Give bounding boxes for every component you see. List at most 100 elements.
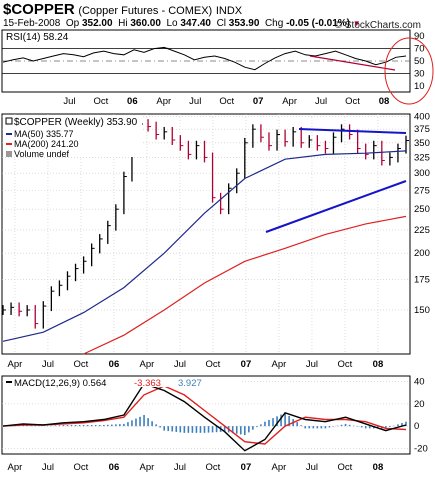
macd-legend-signal: -3.363 xyxy=(134,378,161,389)
quote-row: 15-Feb-2008 Op 352.00 Hi 360.00 Lo 347.4… xyxy=(3,18,433,29)
high-value: 360.00 xyxy=(130,18,161,29)
macd-panel xyxy=(1,375,411,455)
macd-x-tick-label: Apr xyxy=(140,462,155,473)
macd-histogram-bar xyxy=(223,426,226,432)
volume-legend-swatch xyxy=(6,151,12,157)
macd-histogram-bar xyxy=(179,426,182,433)
macd-histogram-bar xyxy=(364,426,367,429)
macd-histogram-bar xyxy=(123,423,125,427)
macd-histogram-bar xyxy=(195,426,198,433)
macd-histogram-bar xyxy=(368,426,371,429)
macd-histogram-bar xyxy=(66,425,69,427)
macd-histogram-bar xyxy=(401,423,403,427)
price-legend: $COPPER (Weekly) 353.90 MA(50) 335.77 MA… xyxy=(5,117,138,159)
price-legend-swatch xyxy=(5,117,13,125)
macd-histogram-bar xyxy=(115,424,117,427)
macd-histogram-bar xyxy=(211,426,214,433)
price-x-tick-label: Oct xyxy=(206,359,221,370)
rsi-x-tick-label: 07 xyxy=(253,96,264,107)
quote-date: 15-Feb-2008 xyxy=(3,18,61,29)
rsi-x-tick-label: Oct xyxy=(94,96,109,107)
price-x-tick-label: 06 xyxy=(109,359,120,370)
macd-histogram-bar xyxy=(284,412,286,427)
macd-histogram-bar xyxy=(127,422,129,427)
macd-y-tick-label: -20 xyxy=(414,443,428,454)
macd-histogram-bar xyxy=(159,426,161,428)
macd-y-ticks: 40 20 0 -20 xyxy=(414,377,428,455)
price-x-tick-label: Apr xyxy=(140,359,155,370)
macd-x-tick-label: Oct xyxy=(206,462,221,473)
macd-histogram-bar xyxy=(256,426,258,428)
ma200-line xyxy=(83,215,407,355)
macd-y-tick-label: 20 xyxy=(414,399,425,410)
macd-histogram-bar xyxy=(135,418,137,427)
price-y-tick-label: 300 xyxy=(414,168,430,179)
macd-histogram-bar xyxy=(175,426,178,432)
price-x-tick-label: 07 xyxy=(241,359,252,370)
price-y-tick-label: 275 xyxy=(414,185,430,196)
price-x-tick-label: Jul xyxy=(42,359,54,370)
macd-histogram-bar xyxy=(389,426,391,428)
macd-y-tick-label: 40 xyxy=(414,377,425,388)
price-y-tick-label: 150 xyxy=(414,305,430,316)
high-label: Hi xyxy=(118,18,128,29)
price-x-tick-label: Jul xyxy=(306,359,318,370)
annotation-circle xyxy=(384,37,434,105)
macd-x-tick-label: Jul xyxy=(174,462,186,473)
rsi-label-bg xyxy=(4,31,100,41)
macd-histogram-bar xyxy=(304,426,307,429)
volume-legend: Volume undef xyxy=(14,149,70,159)
price-y-ticks: 400 375 350 325 300 275 250 225 200 175 150 xyxy=(414,111,430,316)
upper-trendline xyxy=(298,128,407,134)
macd-histogram-bar xyxy=(70,425,73,427)
macd-histogram-bar xyxy=(147,418,149,427)
change-value: -0.05 (-0.01%) xyxy=(286,18,351,29)
ma200-legend: MA(200) 241.20 xyxy=(14,139,79,149)
macd-histogram-bar xyxy=(344,423,347,427)
macd-histogram-bar xyxy=(397,424,399,427)
rsi-series xyxy=(2,46,407,71)
macd-legend-hist: 3.927 xyxy=(178,378,202,389)
macd-histogram-bar xyxy=(288,415,290,427)
macd-histogram-bar xyxy=(26,425,28,427)
macd-signal-line xyxy=(2,385,407,445)
macd-histogram-bar xyxy=(94,425,97,427)
rsi-y-tick-label: 50 xyxy=(414,56,425,67)
price-x-tick-label: 08 xyxy=(373,359,384,370)
macd-histogram-bar xyxy=(215,426,218,433)
ma50-line xyxy=(2,150,407,342)
stockcharts-brand: © StockCharts.com xyxy=(334,20,421,31)
macd-histogram-bar xyxy=(348,424,351,427)
macd-histogram-bar xyxy=(54,425,57,427)
macd-histogram-bar xyxy=(171,426,174,432)
close-label: Cl xyxy=(216,18,227,29)
chart-title-row: $COPPER (Copper Futures - COMEX) INDX xyxy=(3,1,242,18)
rsi-y-tick-label: 90 xyxy=(414,31,425,42)
low-value: 347.40 xyxy=(180,18,211,29)
macd-histogram-bar xyxy=(316,426,319,429)
close-value: 353.90 xyxy=(228,18,260,29)
macd-histogram-bar xyxy=(324,426,327,429)
macd-histogram-bar xyxy=(308,426,311,429)
macd-histogram-bar xyxy=(82,425,85,427)
macd-histogram-bar xyxy=(111,424,113,427)
macd-histogram-bar xyxy=(74,425,77,427)
macd-histogram-bar xyxy=(405,421,407,427)
rsi-trendline xyxy=(309,55,396,71)
macd-histogram-bar xyxy=(239,426,242,435)
macd-histogram-bar xyxy=(300,425,303,427)
open-value: 352.00 xyxy=(81,18,113,29)
macd-histogram-bar xyxy=(143,415,145,427)
rsi-y-tick-label: 70 xyxy=(414,44,425,55)
rsi-title: RSI(14) 58.24 xyxy=(6,32,69,43)
macd-x-tick-label: Oct xyxy=(338,462,353,473)
macd-histogram-bar xyxy=(151,421,153,427)
macd-x-tick-label: 08 xyxy=(373,462,384,473)
macd-histogram-bar xyxy=(90,425,93,427)
macd-histogram-bar xyxy=(119,424,121,427)
rsi-line xyxy=(2,46,407,71)
rsi-x-tick-label: Jul xyxy=(315,96,327,107)
macd-histogram-bar xyxy=(78,425,81,427)
